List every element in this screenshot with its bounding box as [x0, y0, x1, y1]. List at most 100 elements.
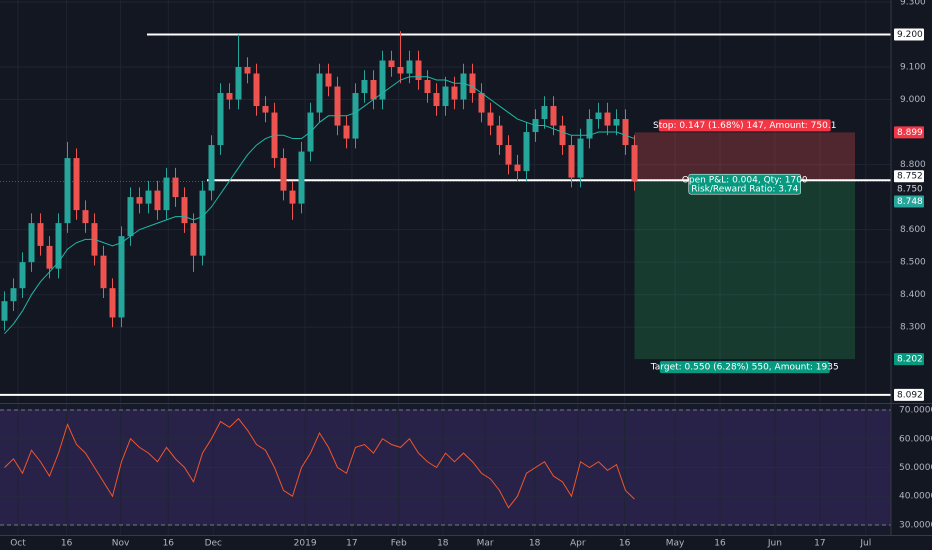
x-tick-label: Jul [859, 539, 871, 549]
candle-body [604, 112, 611, 126]
candle-body [379, 60, 386, 100]
candle-body [460, 73, 467, 100]
candle-body [217, 93, 224, 146]
y-tick-label: 8.800 [900, 160, 926, 170]
candle-body [208, 145, 215, 191]
y-tick-label: 70.0000 [899, 406, 932, 416]
y-tick-label: 60.0000 [899, 434, 932, 444]
x-tick-label: 18 [437, 539, 449, 549]
candle-body [586, 119, 593, 139]
y-tick-label: 40.0000 [899, 492, 932, 502]
candle-body [361, 80, 368, 94]
candle-body [37, 223, 44, 246]
candle-body [1, 301, 8, 321]
y-tick-label: 9.300 [900, 0, 926, 7]
x-tick-label: Nov [112, 539, 130, 549]
candle-body [352, 93, 359, 139]
candle-body [235, 67, 242, 100]
x-tick-label: Feb [391, 539, 407, 549]
candle-body [190, 223, 197, 256]
moving-average [4, 76, 635, 335]
x-tick-label: 18 [529, 539, 541, 549]
candle-body [541, 106, 548, 120]
candle-body [550, 106, 557, 126]
candle-body [19, 262, 26, 289]
x-tick-label: 17 [346, 539, 357, 549]
candle-body [523, 132, 530, 172]
line-price-label-box [894, 170, 924, 183]
candle-body [451, 86, 458, 100]
candle-body [325, 73, 332, 87]
stop-text-box [658, 119, 831, 132]
candle-body [433, 93, 440, 107]
candle-body [568, 145, 575, 178]
x-tick-label: Oct [10, 539, 26, 549]
x-tick-label: 17 [814, 539, 825, 549]
candle-body [298, 151, 305, 204]
x-tick-label: 16 [619, 539, 631, 549]
candle-body [334, 86, 341, 126]
candle-body [100, 255, 107, 289]
x-tick-label: 16 [61, 539, 73, 549]
candle-body [280, 158, 287, 191]
candle-body [127, 197, 134, 237]
x-tick-label: Apr [570, 539, 586, 549]
x-tick-label: Dec [205, 539, 222, 549]
x-tick-label: May [666, 539, 685, 549]
candle-body [424, 80, 431, 94]
line-price-label-box [894, 28, 924, 41]
candle-body [73, 158, 80, 211]
candle-body [109, 288, 116, 318]
candle-body [343, 125, 350, 139]
target-text-box [659, 361, 830, 374]
target-price-label-box [894, 353, 924, 366]
candle-body [244, 67, 251, 74]
candle-body [487, 112, 494, 126]
y-tick-label: 8.600 [900, 225, 926, 235]
candle-body [370, 80, 377, 100]
pnl-text: Open P&L: 0.004, Qty: 1700 [682, 176, 808, 186]
last-price-label: 8.750 [897, 184, 923, 194]
line-price-label: 8.092 [897, 390, 923, 400]
y-tick-label: 9.000 [900, 95, 926, 105]
stop-price-label-box [894, 126, 924, 139]
candle-body [181, 197, 188, 224]
current-price-label: 8.748 [897, 197, 923, 207]
target-zone [634, 180, 855, 360]
y-tick-label: 9.100 [900, 63, 926, 73]
candle-body [577, 138, 584, 178]
candle-body [622, 119, 629, 146]
y-tick-label: 50.0000 [899, 463, 932, 473]
candle-body [10, 288, 17, 302]
candle-body [55, 223, 62, 269]
line-price-label-box [894, 388, 924, 401]
candle-body [505, 145, 512, 165]
pnl-box [688, 173, 801, 195]
candle-body [262, 106, 269, 113]
line-price-label: 9.200 [897, 30, 923, 40]
candle-body [469, 73, 476, 94]
candle-body [478, 93, 485, 113]
rsi-line [4, 417, 635, 509]
current-price-label-box [894, 195, 924, 208]
rsi-pane [0, 404, 891, 535]
target-price-label: 8.202 [897, 355, 923, 365]
last-price-label-box [894, 182, 924, 195]
candle-body [613, 119, 620, 126]
candle-body [514, 164, 521, 172]
candle-body [559, 125, 566, 146]
candle-body [136, 197, 143, 204]
stop-zone [634, 132, 855, 181]
y-tick-label: 8.300 [900, 323, 926, 333]
candle-body [163, 177, 170, 211]
candle-body [406, 60, 413, 74]
rr-text: Risk/Reward Ratio: 3.74 [691, 185, 798, 195]
candle-body [595, 112, 602, 120]
x-tick-label: Mar [477, 539, 494, 549]
candle-body [415, 60, 422, 81]
stop-text: Stop: 0.147 (1.68%) 147, Amount: 750.1 [653, 121, 836, 131]
y-tick-label: 8.400 [900, 290, 926, 300]
candle-body [28, 223, 35, 263]
